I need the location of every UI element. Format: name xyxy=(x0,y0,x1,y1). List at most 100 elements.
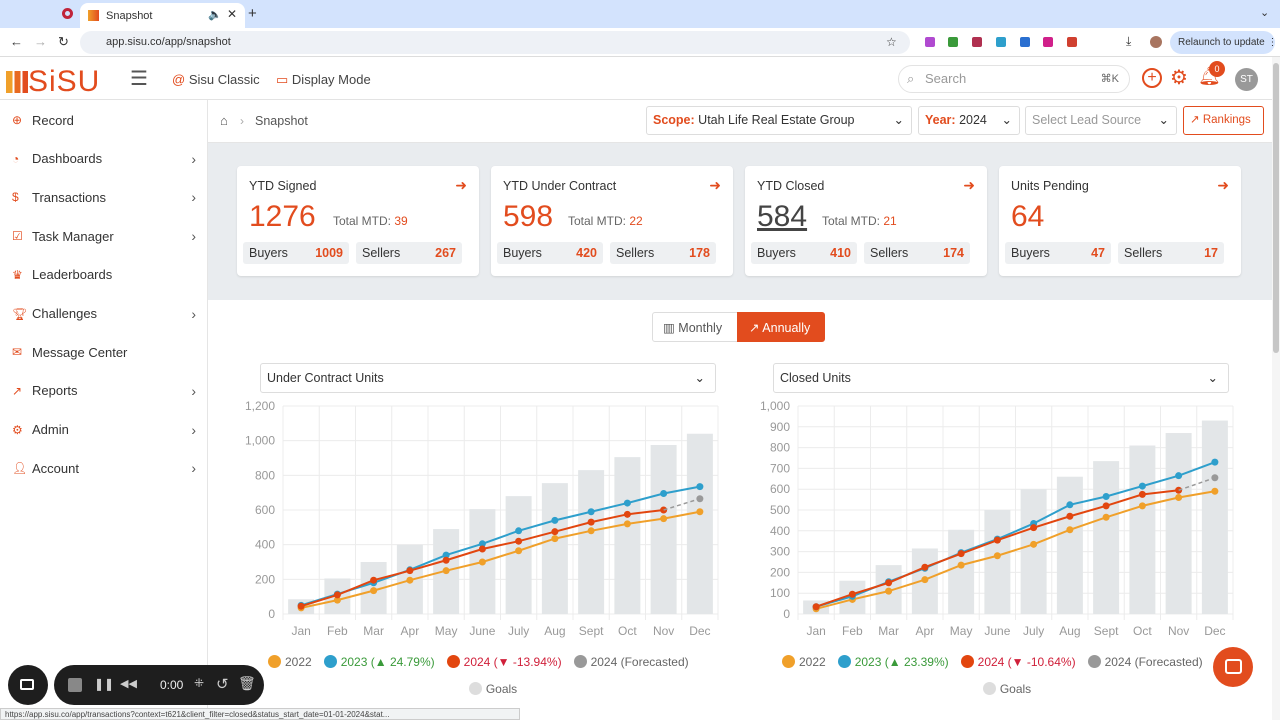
stop-icon[interactable] xyxy=(68,678,82,692)
data-point[interactable] xyxy=(1138,502,1146,510)
data-point[interactable] xyxy=(333,591,341,599)
data-point[interactable] xyxy=(696,508,704,516)
sidebar-item-message-center[interactable]: ✉ Message Center xyxy=(0,333,208,371)
scope-select[interactable]: Scope: Utah Life Real Estate Group ⌄ xyxy=(646,106,912,135)
data-point[interactable] xyxy=(812,603,820,611)
data-point[interactable] xyxy=(1102,513,1110,521)
buyers-pill[interactable]: Buyers 410 xyxy=(751,242,857,264)
data-point[interactable] xyxy=(1102,502,1110,510)
legend-item[interactable]: 2024 (Forecasted) xyxy=(573,655,689,669)
scrollbar-thumb[interactable] xyxy=(1273,63,1279,353)
data-point[interactable] xyxy=(921,576,929,584)
data-point[interactable] xyxy=(1030,540,1038,548)
back-icon[interactable]: ← xyxy=(10,34,23,49)
grid-icon[interactable]: ⁜ xyxy=(194,676,205,690)
year-select[interactable]: Year: 2024 ⌄ xyxy=(918,106,1020,135)
extension-icon[interactable] xyxy=(996,37,1006,47)
sidebar-item-account[interactable]: 👤︎ Account › xyxy=(0,449,208,487)
monthly-button[interactable]: ▥ Monthly xyxy=(652,312,738,342)
data-point[interactable] xyxy=(623,510,631,518)
data-point[interactable] xyxy=(1066,512,1074,520)
extension-icon[interactable] xyxy=(948,37,958,47)
data-point[interactable] xyxy=(957,561,965,569)
goal-bar[interactable] xyxy=(1201,420,1228,614)
reload-icon[interactable]: ↻ xyxy=(58,34,69,49)
goal-bar[interactable] xyxy=(505,496,532,614)
data-point[interactable] xyxy=(442,556,450,564)
buyers-pill[interactable]: Buyers 1009 xyxy=(243,242,349,264)
legend-item[interactable]: 2023 (▲ 23.39%) xyxy=(837,655,949,669)
display-mode-link[interactable]: ▭ Display Mode xyxy=(276,72,371,88)
data-point[interactable] xyxy=(551,535,559,543)
sidebar-item-leaderboards[interactable]: ♛ Leaderboards xyxy=(0,256,208,294)
data-point[interactable] xyxy=(885,587,893,595)
data-point[interactable] xyxy=(1211,474,1219,482)
profile-avatar[interactable] xyxy=(1150,36,1162,48)
data-point[interactable] xyxy=(1030,524,1038,532)
audio-icon[interactable]: 🔈 xyxy=(208,9,222,21)
chart1-metric-select[interactable]: Under Contract Units ⌄ xyxy=(260,363,716,393)
data-point[interactable] xyxy=(660,515,668,523)
settings-gear-icon[interactable]: ⚙ xyxy=(1170,67,1188,89)
card-value[interactable]: 598 xyxy=(503,200,554,233)
sisu-logo[interactable]: SiSU xyxy=(6,65,100,99)
rewind-icon[interactable]: ◀◀ xyxy=(120,678,137,690)
data-point[interactable] xyxy=(442,567,450,575)
data-point[interactable] xyxy=(957,550,965,558)
goal-bar[interactable] xyxy=(1020,489,1047,614)
data-point[interactable] xyxy=(1138,482,1146,490)
data-point[interactable] xyxy=(478,545,486,553)
goal-bar[interactable] xyxy=(1165,433,1192,614)
pause-icon[interactable]: ❚❚ xyxy=(94,677,115,691)
add-icon[interactable]: + xyxy=(1142,68,1162,88)
data-point[interactable] xyxy=(993,552,1001,560)
goal-bar[interactable] xyxy=(650,445,677,614)
relaunch-button[interactable]: Relaunch to update ⋮ xyxy=(1170,31,1278,54)
sellers-pill[interactable]: Sellers 174 xyxy=(864,242,970,264)
bookmark-star-icon[interactable]: ☆ xyxy=(886,35,897,49)
data-point[interactable] xyxy=(1066,526,1074,534)
goal-bar[interactable] xyxy=(1093,461,1120,614)
data-point[interactable] xyxy=(587,508,595,516)
goal-bar[interactable] xyxy=(984,510,1011,614)
data-point[interactable] xyxy=(921,563,929,571)
extension-icon[interactable] xyxy=(972,37,982,47)
extension-icon[interactable] xyxy=(925,37,935,47)
data-point[interactable] xyxy=(993,536,1001,544)
data-point[interactable] xyxy=(623,499,631,507)
data-point[interactable] xyxy=(587,527,595,535)
sidebar-item-admin[interactable]: ⚙ Admin › xyxy=(0,411,208,449)
arrow-right-circle-icon[interactable]: ➜ xyxy=(963,177,975,193)
arrow-right-circle-icon[interactable]: ➜ xyxy=(455,177,467,193)
data-point[interactable] xyxy=(406,576,414,584)
sidebar-item-record[interactable]: ⊕ Record xyxy=(0,101,208,139)
data-point[interactable] xyxy=(1066,501,1074,509)
sellers-pill[interactable]: Sellers 17 xyxy=(1118,242,1224,264)
data-point[interactable] xyxy=(848,590,856,598)
close-tab-icon[interactable]: ✕ xyxy=(227,7,238,21)
extension-icon[interactable] xyxy=(1043,37,1053,47)
data-point[interactable] xyxy=(370,587,378,595)
sidebar-item-dashboards[interactable]: ◔ Dashboards › xyxy=(0,140,208,178)
data-point[interactable] xyxy=(442,551,450,559)
lead-source-select[interactable]: Select Lead Source ⌄ xyxy=(1025,106,1177,135)
goal-bar[interactable] xyxy=(578,470,605,614)
data-point[interactable] xyxy=(297,602,305,610)
legend-item[interactable]: 2022 xyxy=(782,655,826,669)
download-icon[interactable]: ⤓ xyxy=(1126,34,1132,48)
sidebar-item-reports[interactable]: ↗ Reports › xyxy=(0,372,208,410)
sidebar-item-challenges[interactable]: 🏆︎ Challenges › xyxy=(0,295,208,333)
url-input[interactable]: app.sisu.co/app/snapshot ☆ xyxy=(80,31,910,54)
goal-bar[interactable] xyxy=(614,457,641,614)
data-point[interactable] xyxy=(406,567,414,575)
data-point[interactable] xyxy=(551,516,559,524)
legend-item[interactable]: 2024 (Forecasted) xyxy=(1087,655,1203,669)
data-point[interactable] xyxy=(660,490,668,498)
goal-bar[interactable] xyxy=(948,529,975,614)
browser-tab[interactable]: Snapshot 🔈 ✕ xyxy=(80,3,245,28)
data-point[interactable] xyxy=(1102,492,1110,500)
extension-icon[interactable] xyxy=(1020,37,1030,47)
sidebar-item-task-manager[interactable]: ☑ Task Manager › xyxy=(0,217,208,255)
data-point[interactable] xyxy=(885,579,893,587)
data-point[interactable] xyxy=(478,540,486,548)
